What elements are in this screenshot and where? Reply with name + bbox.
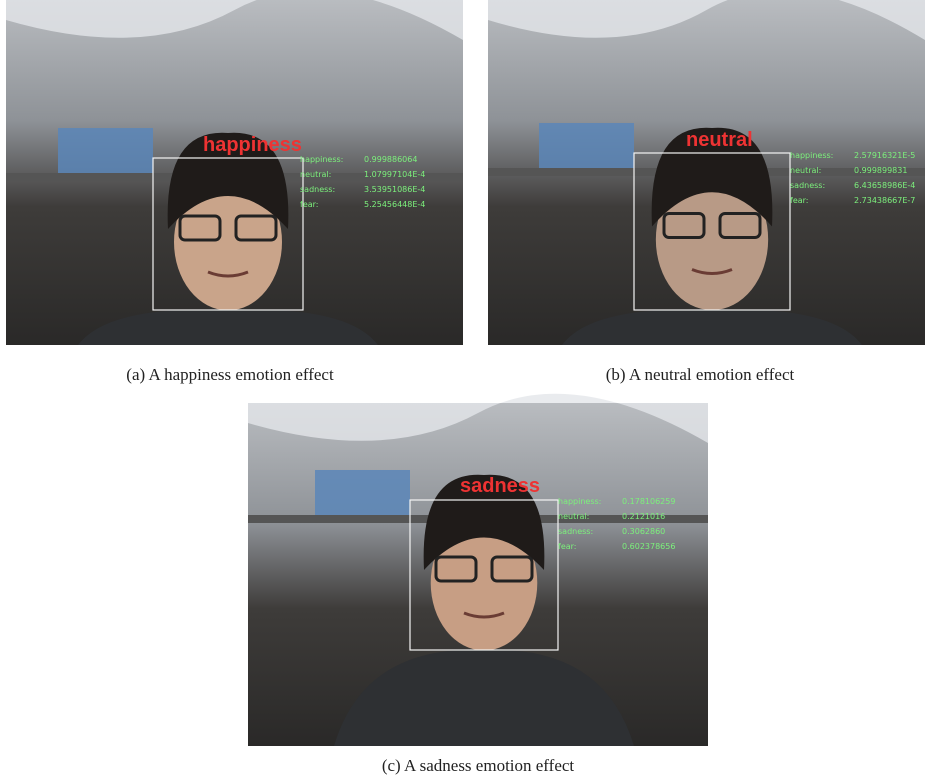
score-name: fear: bbox=[300, 200, 318, 209]
score-name: fear: bbox=[558, 542, 576, 551]
mosquito-net bbox=[488, 0, 925, 40]
emotion-label: happiness bbox=[203, 134, 302, 156]
emotion-label: neutral bbox=[686, 129, 753, 151]
score-name: sadness: bbox=[558, 527, 593, 536]
body bbox=[334, 649, 634, 746]
caption: (b) A neutral emotion effect bbox=[606, 365, 795, 384]
face-box bbox=[152, 157, 304, 311]
score-value: 1.07997104E-4 bbox=[364, 170, 425, 179]
score-name: neutral: bbox=[790, 166, 821, 175]
photo-panel: sadness happiness: 0.178106259 neutral: 0.21… bbox=[248, 393, 708, 746]
score-value: 0.178106259 bbox=[622, 497, 675, 506]
score-value: 0.2121016 bbox=[622, 512, 665, 521]
score-name: fear: bbox=[790, 196, 808, 205]
score-value: 0.602378656 bbox=[622, 542, 675, 551]
face-box bbox=[633, 152, 791, 311]
score-name: sadness: bbox=[790, 181, 825, 190]
mosquito-net bbox=[6, 0, 463, 40]
score-name: neutral: bbox=[558, 512, 589, 521]
score-value: 0.999886064 bbox=[364, 155, 417, 164]
score-name: happiness: bbox=[300, 155, 343, 164]
face bbox=[174, 173, 282, 311]
mouth bbox=[691, 268, 733, 275]
mouth bbox=[207, 270, 249, 278]
hair bbox=[167, 132, 289, 229]
score-name: sadness: bbox=[300, 185, 335, 194]
score-value: 2.73438667E-7 bbox=[854, 196, 915, 205]
face bbox=[655, 168, 769, 311]
glasses-right bbox=[718, 212, 762, 239]
blue-basket bbox=[539, 123, 634, 168]
glasses-left bbox=[178, 214, 222, 242]
blue-basket bbox=[315, 470, 410, 515]
photo-panel: neutral happiness: 2.57916321E-5 neutral: 0.… bbox=[488, 0, 925, 345]
score-value: 3.53951086E-4 bbox=[364, 185, 425, 194]
mouth bbox=[463, 611, 505, 619]
body bbox=[78, 309, 378, 345]
glasses-right bbox=[234, 214, 278, 242]
body bbox=[562, 309, 862, 345]
caption: (c) A sadness emotion effect bbox=[382, 756, 575, 775]
score-value: 0.999899831 bbox=[854, 166, 907, 175]
mosquito-net bbox=[248, 393, 708, 443]
score-value: 6.43658986E-4 bbox=[854, 181, 915, 190]
hair bbox=[423, 474, 545, 570]
face bbox=[430, 515, 538, 651]
score-value: 0.3062860 bbox=[622, 527, 665, 536]
face-box bbox=[409, 499, 559, 651]
blue-basket bbox=[58, 128, 153, 173]
score-name: neutral: bbox=[300, 170, 331, 179]
score-name: happiness: bbox=[790, 151, 833, 160]
score-name: happiness: bbox=[558, 497, 601, 506]
glasses-left bbox=[662, 212, 706, 239]
glasses-left bbox=[434, 555, 478, 583]
score-value: 5.25456448E-4 bbox=[364, 200, 425, 209]
glasses-right bbox=[490, 555, 534, 583]
caption: (a) A happiness emotion effect bbox=[126, 365, 334, 384]
score-value: 2.57916321E-5 bbox=[854, 151, 915, 160]
emotion-label: sadness bbox=[460, 475, 540, 497]
